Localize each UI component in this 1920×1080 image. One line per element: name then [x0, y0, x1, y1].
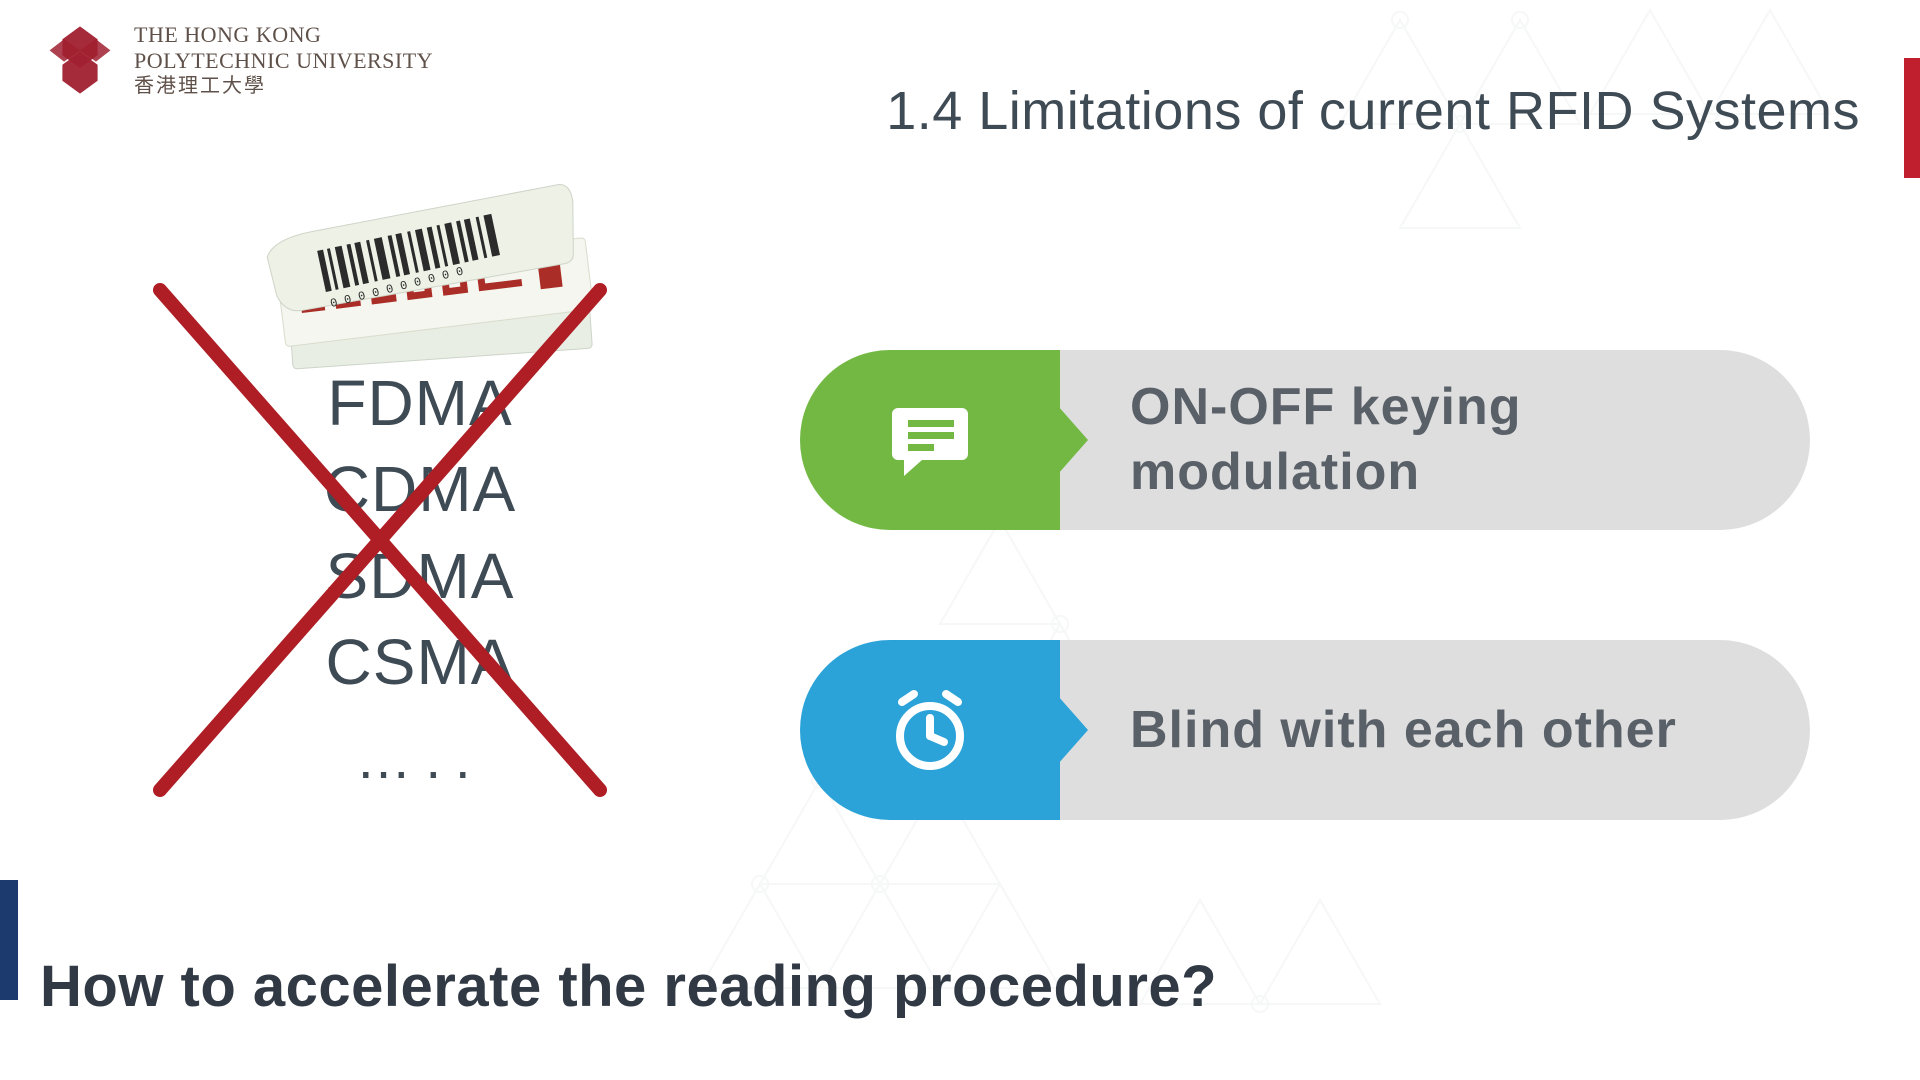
- logo-line1: THE HONG KONG: [134, 22, 433, 47]
- question-accent-bar: [0, 880, 18, 1000]
- pill-text: ON-OFF keying modulation: [1130, 375, 1810, 505]
- rejected-methods-block: 0 0 0 0 0 0 0 0 0 0 FDMA CDMA SDMA CSMA …: [160, 180, 680, 791]
- title-accent-bar: [1904, 58, 1920, 178]
- method-item: CDMA: [160, 446, 680, 532]
- limitation-pill-2: Blind with each other: [800, 640, 1810, 820]
- method-item: CSMA: [160, 619, 680, 705]
- logo-text: THE HONG KONG POLYTECHNIC UNIVERSITY 香港理…: [134, 22, 433, 98]
- logo-mark-icon: [40, 20, 120, 100]
- access-methods-list: FDMA CDMA SDMA CSMA: [160, 360, 680, 706]
- university-logo: THE HONG KONG POLYTECHNIC UNIVERSITY 香港理…: [40, 20, 433, 100]
- logo-line3: 香港理工大學: [134, 75, 433, 98]
- limitation-pill-1: ON-OFF keying modulation: [800, 350, 1810, 530]
- ellipsis: …..: [160, 726, 680, 791]
- method-item: SDMA: [160, 533, 680, 619]
- slide: THE HONG KONG POLYTECHNIC UNIVERSITY 香港理…: [0, 0, 1920, 1080]
- chat-icon: [800, 350, 1060, 530]
- slide-title: 1.4 Limitations of current RFID Systems: [886, 80, 1860, 142]
- alarm-clock-icon: [800, 640, 1060, 820]
- rfid-tag-illustration: 0 0 0 0 0 0 0 0 0 0: [210, 180, 630, 380]
- pill-text: Blind with each other: [1130, 698, 1677, 763]
- pill-body: ON-OFF keying modulation: [1060, 350, 1810, 530]
- pill-body: Blind with each other: [1060, 640, 1810, 820]
- bottom-question: How to accelerate the reading procedure?: [40, 953, 1217, 1020]
- logo-line2: POLYTECHNIC UNIVERSITY: [134, 48, 433, 73]
